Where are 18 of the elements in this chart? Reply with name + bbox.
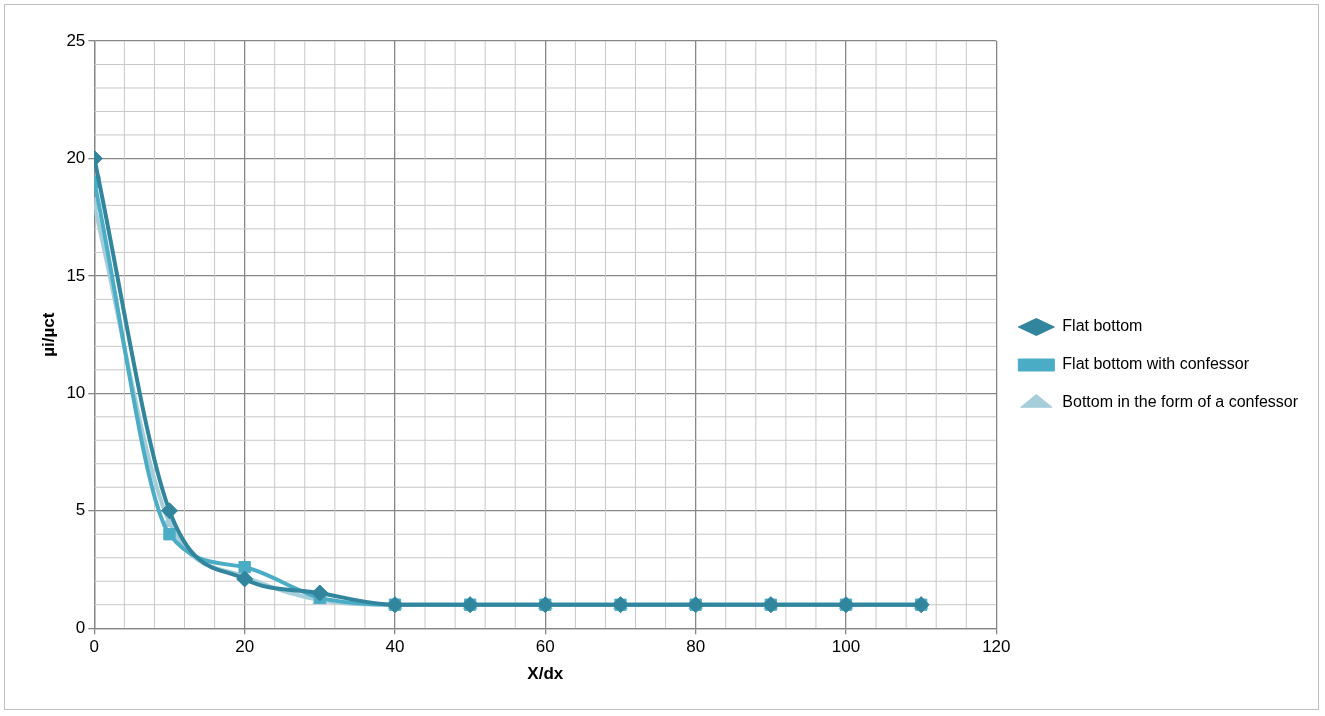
x-tick-label: 80 xyxy=(686,637,706,657)
y-tick-label: 20 xyxy=(66,148,86,168)
y-tick-label: 5 xyxy=(75,500,86,520)
x-tick-label: 40 xyxy=(385,637,405,657)
legend-label: Bottom in the form of a confessor xyxy=(1062,393,1299,411)
y-tick-label: 10 xyxy=(66,383,86,403)
x-tick-label: 20 xyxy=(235,637,255,657)
x-tick-label: 120 xyxy=(982,637,1011,657)
legend-label: Flat bottom with confessor xyxy=(1062,355,1250,373)
x-axis-title: X/dx xyxy=(527,664,564,684)
y-tick-label: 0 xyxy=(75,617,86,637)
x-tick-label: 0 xyxy=(89,637,100,657)
x-tick-label: 60 xyxy=(535,637,555,657)
legend-label: Flat bottom xyxy=(1062,317,1143,335)
y-axis-title: µi/µct xyxy=(38,312,58,357)
y-tick-label: 15 xyxy=(66,265,86,285)
x-tick-label: 100 xyxy=(831,637,861,657)
y-tick-label: 25 xyxy=(66,30,86,50)
